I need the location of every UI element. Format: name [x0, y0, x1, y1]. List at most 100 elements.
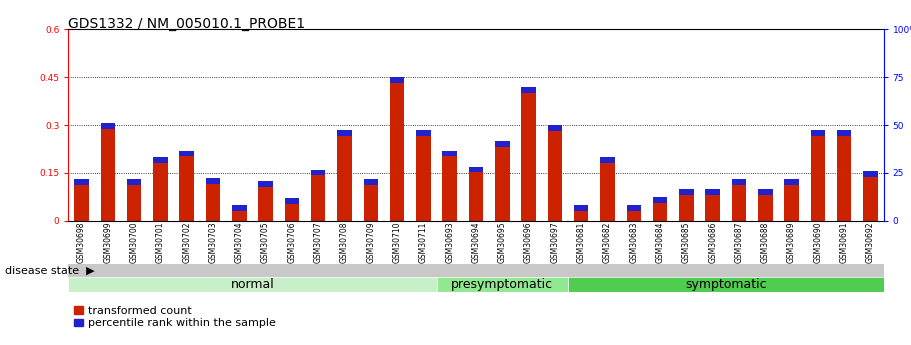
Bar: [206, 178, 220, 184]
Bar: [811, 130, 825, 136]
Text: GSM30689: GSM30689: [787, 222, 796, 263]
Bar: [495, 141, 509, 147]
Text: GSM30696: GSM30696: [524, 222, 533, 263]
Text: GSM30684: GSM30684: [656, 222, 665, 263]
Bar: [259, 181, 272, 221]
Bar: [837, 130, 852, 221]
Bar: [443, 150, 457, 156]
Bar: [337, 130, 352, 136]
Bar: [600, 157, 615, 221]
Text: GSM30706: GSM30706: [287, 222, 296, 263]
Bar: [179, 150, 194, 156]
Bar: [732, 179, 746, 185]
Text: disease state  ▶: disease state ▶: [5, 266, 94, 276]
Bar: [416, 130, 431, 136]
Bar: [436, 277, 568, 292]
Bar: [758, 189, 773, 221]
Bar: [680, 189, 693, 221]
Bar: [653, 197, 668, 221]
Text: GSM30704: GSM30704: [235, 222, 244, 263]
Bar: [232, 205, 247, 221]
Text: GSM30685: GSM30685: [682, 222, 691, 263]
Bar: [548, 125, 562, 221]
Bar: [127, 179, 141, 221]
Bar: [495, 141, 509, 221]
Bar: [100, 124, 115, 221]
Text: GSM30681: GSM30681: [577, 222, 586, 263]
Bar: [680, 189, 693, 195]
Bar: [74, 179, 88, 221]
Text: GSM30692: GSM30692: [866, 222, 875, 263]
Bar: [600, 157, 615, 163]
Bar: [153, 157, 168, 221]
Bar: [521, 87, 536, 221]
Bar: [469, 167, 483, 172]
Text: GSM30708: GSM30708: [340, 222, 349, 263]
Bar: [627, 205, 641, 210]
Text: GSM30683: GSM30683: [630, 222, 639, 263]
Bar: [784, 179, 799, 221]
Text: GSM30687: GSM30687: [734, 222, 743, 263]
Text: GSM30705: GSM30705: [261, 222, 270, 263]
Text: GSM30711: GSM30711: [419, 222, 428, 263]
Bar: [443, 150, 457, 221]
Bar: [574, 205, 589, 210]
Bar: [284, 198, 299, 204]
Bar: [68, 277, 436, 292]
Text: normal: normal: [230, 278, 274, 291]
Bar: [574, 205, 589, 221]
Bar: [337, 130, 352, 221]
Text: GSM30698: GSM30698: [77, 222, 86, 263]
Bar: [390, 77, 404, 83]
Text: GSM30691: GSM30691: [840, 222, 849, 263]
Bar: [390, 77, 404, 221]
Bar: [653, 197, 668, 203]
Legend: transformed count, percentile rank within the sample: transformed count, percentile rank withi…: [74, 306, 276, 328]
Text: GDS1332 / NM_005010.1_PROBE1: GDS1332 / NM_005010.1_PROBE1: [68, 17, 305, 31]
Bar: [811, 130, 825, 221]
Text: presymptomatic: presymptomatic: [451, 278, 553, 291]
Bar: [284, 198, 299, 221]
Bar: [311, 170, 325, 221]
Bar: [732, 179, 746, 221]
Text: GSM30694: GSM30694: [472, 222, 480, 263]
Text: GSM30707: GSM30707: [313, 222, 322, 263]
Text: GSM30702: GSM30702: [182, 222, 191, 263]
Text: GSM30703: GSM30703: [209, 222, 218, 263]
Text: GSM30709: GSM30709: [366, 222, 375, 263]
Bar: [206, 178, 220, 221]
Bar: [153, 157, 168, 163]
Bar: [363, 179, 378, 221]
Bar: [864, 171, 878, 221]
Bar: [179, 150, 194, 221]
Bar: [259, 181, 272, 187]
Bar: [416, 130, 431, 221]
Text: GSM30697: GSM30697: [550, 222, 559, 263]
Bar: [232, 205, 247, 210]
Bar: [127, 179, 141, 185]
Text: GSM30700: GSM30700: [129, 222, 138, 263]
Bar: [311, 170, 325, 176]
Bar: [705, 189, 720, 195]
Bar: [363, 179, 378, 185]
Text: symptomatic: symptomatic: [685, 278, 767, 291]
Bar: [758, 189, 773, 195]
Bar: [548, 125, 562, 131]
Text: GSM30686: GSM30686: [708, 222, 717, 263]
Text: GSM30693: GSM30693: [445, 222, 455, 263]
Text: GSM30682: GSM30682: [603, 222, 612, 263]
Text: GSM30690: GSM30690: [814, 222, 823, 263]
Bar: [627, 205, 641, 221]
Bar: [568, 277, 884, 292]
Bar: [864, 171, 878, 177]
Bar: [837, 130, 852, 136]
Bar: [784, 179, 799, 185]
Text: GSM30688: GSM30688: [761, 222, 770, 263]
Bar: [469, 167, 483, 221]
Bar: [705, 189, 720, 221]
Text: GSM30699: GSM30699: [103, 222, 112, 263]
Text: GSM30710: GSM30710: [393, 222, 402, 263]
Bar: [521, 87, 536, 92]
Text: GSM30695: GSM30695: [497, 222, 507, 263]
Text: GSM30701: GSM30701: [156, 222, 165, 263]
